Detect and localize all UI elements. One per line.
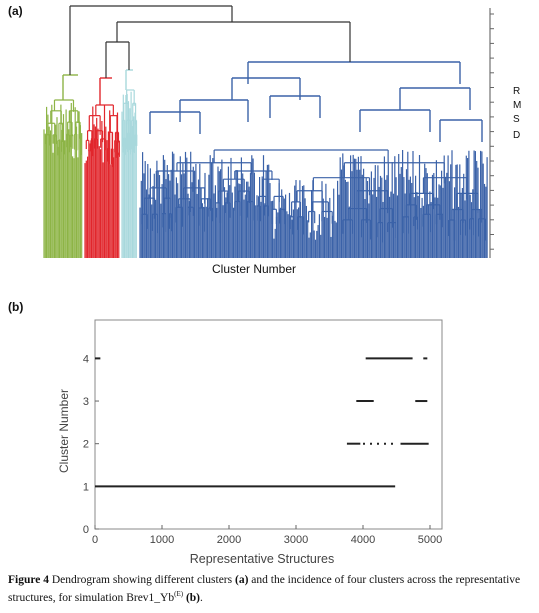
rmsd-letter-r: R bbox=[513, 86, 521, 97]
x-tick-label: 5000 bbox=[418, 534, 442, 546]
caption-b: (b) bbox=[183, 591, 200, 604]
y-tick-label: 3 bbox=[83, 396, 89, 408]
panel-a-label: (a) bbox=[8, 4, 23, 18]
dendrogram-x-label: Cluster Number bbox=[212, 262, 297, 276]
caption-sim: Brev1_Yb bbox=[126, 591, 175, 604]
rmsd-letter-d: D bbox=[513, 130, 521, 141]
y-tick-label: 4 bbox=[83, 353, 89, 365]
chart-axes bbox=[94, 319, 443, 530]
panel-b-label: (b) bbox=[8, 300, 24, 314]
dendrogram-links bbox=[62, 5, 483, 142]
x-tick-label: 2000 bbox=[217, 534, 241, 546]
x-axis-label: Representative Structures bbox=[190, 552, 335, 566]
cluster-incidence-chart: 0 1000 2000 3000 4000 5000 0 1 2 3 4 Representativ… bbox=[57, 319, 443, 566]
x-tick-label: 4000 bbox=[351, 534, 375, 546]
rmsd-axis-ticks bbox=[490, 13, 494, 250]
caption-sup: (E) bbox=[174, 590, 184, 598]
chart-ticks: 0 1000 2000 3000 4000 5000 0 1 2 3 4 bbox=[83, 353, 442, 546]
caption-end: . bbox=[200, 591, 203, 604]
caption-text-2: and the incidence of four clusters acros… bbox=[8, 574, 521, 604]
caption-text-1: Dendrogram showing different clusters bbox=[49, 574, 235, 586]
x-tick-label: 0 bbox=[92, 534, 98, 546]
dendrogram bbox=[43, 5, 494, 258]
rmsd-letter-m: M bbox=[513, 100, 522, 111]
plot-frame bbox=[94, 319, 443, 530]
y-tick-label: 2 bbox=[83, 439, 89, 451]
chart-segments bbox=[95, 357, 429, 488]
y-tick-label: 0 bbox=[83, 524, 89, 536]
y-tick-label: 1 bbox=[83, 481, 89, 493]
figure-caption: Figure 4 Dendrogram showing different cl… bbox=[8, 573, 536, 605]
caption-prefix: Figure 4 bbox=[8, 574, 49, 586]
y-axis-label: Cluster Number bbox=[57, 389, 71, 473]
caption-a: (a) bbox=[234, 574, 249, 586]
x-tick-label: 3000 bbox=[284, 534, 308, 546]
x-tick-label: 1000 bbox=[150, 534, 174, 546]
dendrogram-leaves bbox=[43, 89, 488, 258]
rmsd-letter-s: S bbox=[513, 114, 520, 125]
